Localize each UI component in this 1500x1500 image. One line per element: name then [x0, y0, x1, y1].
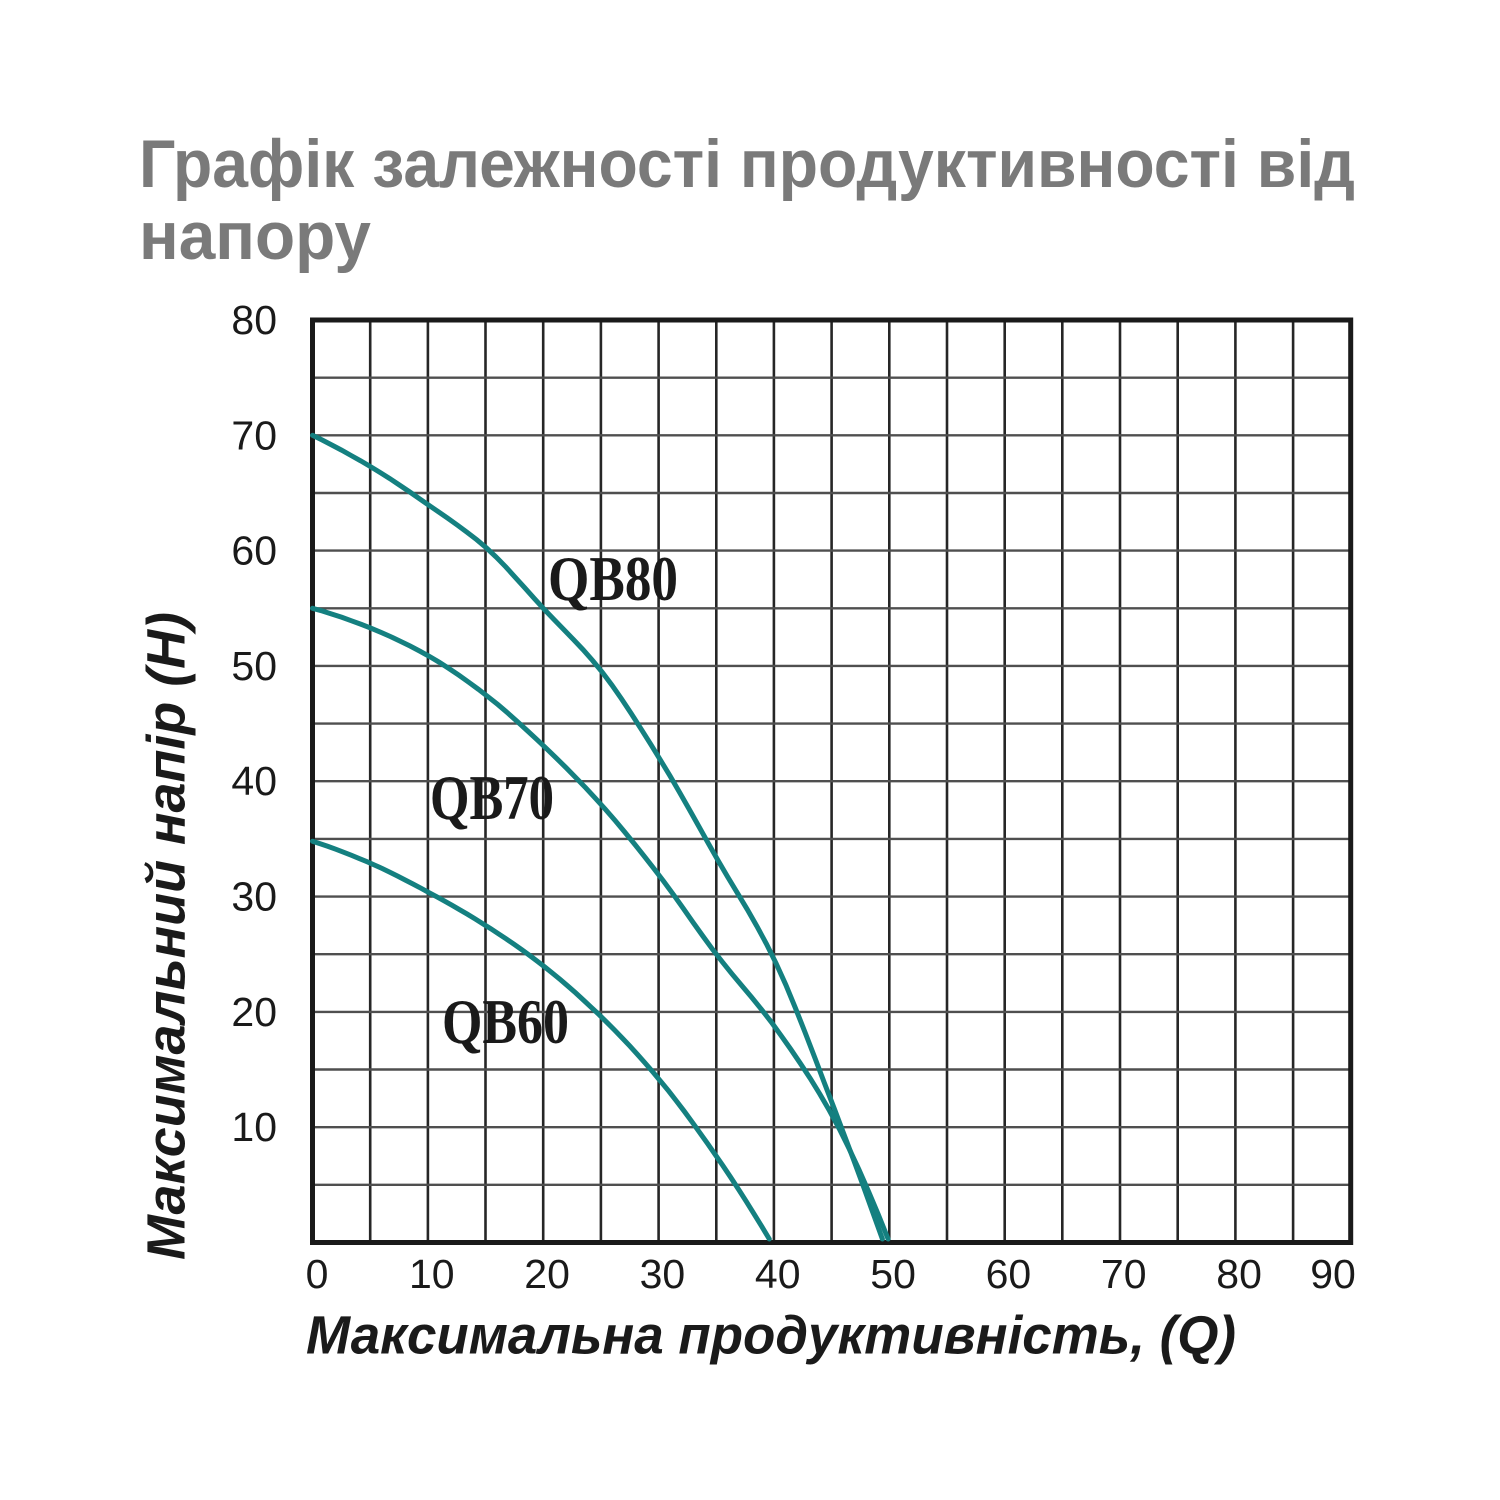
svg-text:QB60: QB60	[442, 987, 569, 1057]
svg-text:40: 40	[755, 1251, 801, 1297]
svg-text:30: 30	[231, 874, 277, 920]
svg-text:60: 60	[231, 528, 277, 574]
svg-text:напору: напору	[139, 198, 371, 274]
svg-text:70: 70	[231, 412, 277, 458]
svg-text:0: 0	[306, 1251, 329, 1297]
svg-text:90: 90	[1310, 1251, 1356, 1297]
svg-text:20: 20	[524, 1251, 570, 1297]
svg-text:Графік залежності продуктивнос: Графік залежності продуктивності від	[139, 126, 1355, 202]
svg-text:Максимальна продуктивність, (Q: Максимальна продуктивність, (Q)	[306, 1306, 1236, 1366]
svg-text:10: 10	[231, 1104, 277, 1150]
svg-text:50: 50	[870, 1251, 916, 1297]
svg-text:80: 80	[231, 297, 277, 343]
svg-text:10: 10	[409, 1251, 455, 1297]
svg-text:Максимальний напір (Н): Максимальний напір (Н)	[137, 612, 197, 1260]
svg-text:QB80: QB80	[548, 544, 678, 614]
svg-text:80: 80	[1216, 1251, 1262, 1297]
svg-text:40: 40	[231, 758, 277, 804]
svg-text:50: 50	[231, 643, 277, 689]
svg-text:60: 60	[986, 1251, 1032, 1297]
svg-text:20: 20	[231, 989, 277, 1035]
svg-text:70: 70	[1101, 1251, 1147, 1297]
svg-text:QB70: QB70	[430, 763, 554, 833]
svg-text:30: 30	[640, 1251, 686, 1297]
